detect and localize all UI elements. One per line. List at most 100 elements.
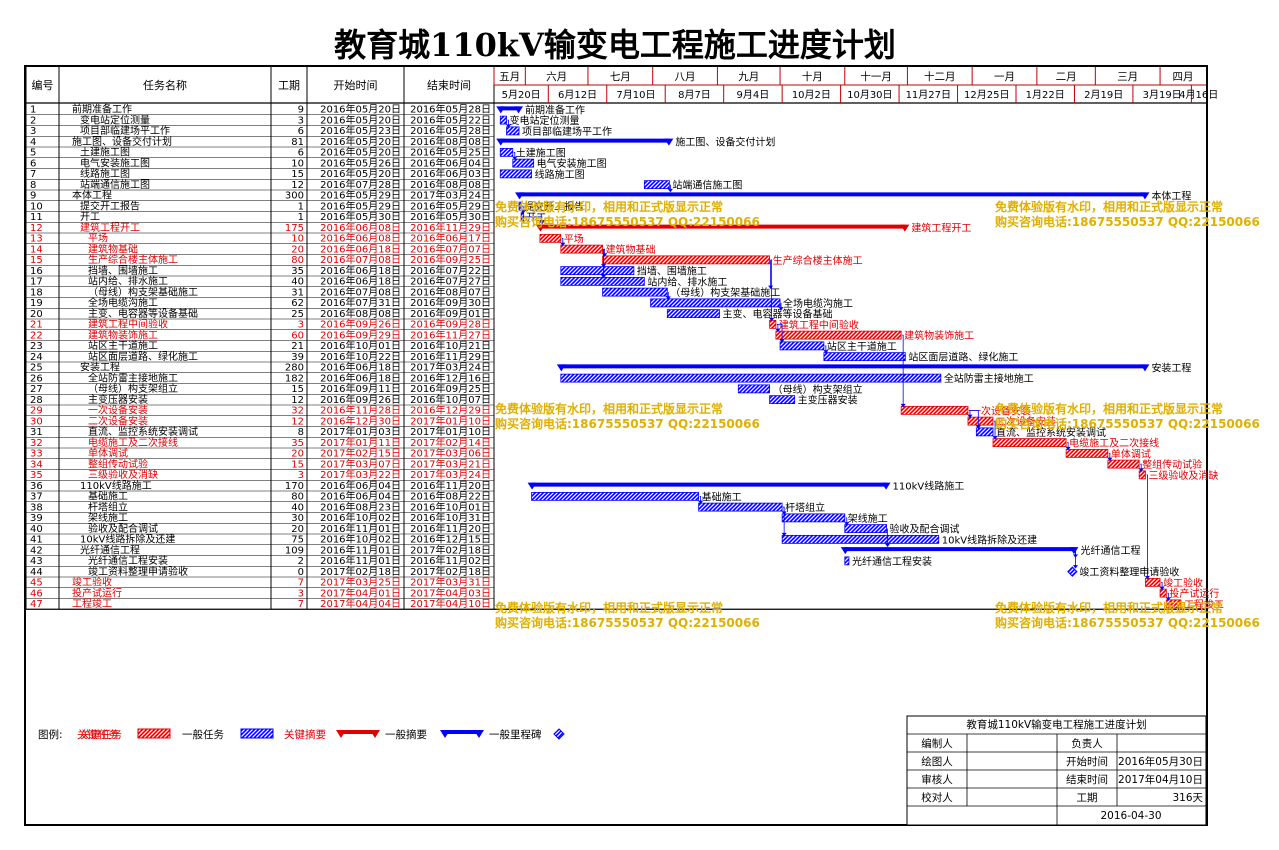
task-name: 平场	[88, 232, 108, 245]
task-name: 验收及配合调试	[88, 522, 158, 535]
task-bar	[499, 169, 532, 179]
task-end: 2017年02月18日	[410, 543, 491, 556]
task-id: 17	[30, 277, 43, 288]
week-label: 12月25日	[964, 89, 1009, 101]
task-id: 19	[30, 298, 43, 309]
bar-label: 单体调试	[1111, 447, 1151, 460]
task-end: 2016年08月22日	[410, 490, 491, 503]
task-start: 2016年11月28日	[320, 404, 401, 417]
bar-label: 投产试运行	[1169, 587, 1219, 600]
task-name: 挡墙、围墙施工	[88, 264, 158, 277]
legend-label: 图例:	[38, 728, 63, 741]
task-duration: 62	[291, 298, 304, 309]
task-duration: 10	[291, 234, 304, 245]
bar-label: 站区面层道路、绿化施工	[908, 351, 1018, 364]
bar-label: 站内给、排水施工	[647, 275, 727, 288]
task-start: 2016年06月04日	[320, 490, 401, 503]
task-bar	[769, 319, 777, 329]
task-duration: 21	[291, 341, 304, 352]
task-duration: 40	[291, 502, 304, 513]
task-end: 2017年03月06日	[410, 447, 491, 460]
dependency-arrow	[512, 156, 518, 161]
task-id: 34	[30, 459, 43, 470]
task-start: 2016年06月18日	[320, 361, 401, 374]
dependency-arrow	[1144, 575, 1150, 580]
bar-label: 前期准备工作	[525, 103, 585, 116]
task-bar	[560, 276, 645, 286]
infobox-cell: 2016年05月30日	[1118, 755, 1203, 768]
task-name: 站内给、排水施工	[88, 275, 168, 288]
watermark-line-1: 免费体验版有水印，相用和正式版显示正常	[995, 401, 1223, 416]
summary-bar	[500, 106, 520, 111]
task-start: 2016年05月20日	[320, 135, 401, 148]
task-duration: 40	[291, 277, 304, 288]
infobox-cell: 绘图人	[921, 755, 953, 768]
task-id: 18	[30, 287, 43, 298]
summary-cap-left	[556, 364, 566, 372]
task-name: 电气安装施工图	[80, 156, 150, 169]
watermark-line-1: 免费体验版有水印，相用和正式版显示正常	[495, 600, 723, 615]
task-id: 35	[30, 470, 43, 481]
week-label: 2月19日	[1084, 89, 1123, 101]
task-name: 架线施工	[88, 511, 128, 524]
task-duration: 80	[291, 255, 304, 266]
watermark-line-1: 免费体验版有水印，相用和正式版显示正常	[495, 199, 723, 214]
bar-label: 建筑物基础	[606, 243, 656, 256]
task-bar	[900, 405, 969, 415]
summary-cap-left	[496, 138, 506, 146]
legend-critical-task-label: 关键任务	[80, 728, 122, 741]
task-duration: 35	[291, 438, 304, 449]
task-id: 41	[30, 535, 43, 546]
chart-frame	[24, 65, 1208, 826]
task-id: 33	[30, 449, 43, 460]
task-bar	[992, 438, 1067, 448]
task-bar	[560, 244, 603, 254]
summary-bar	[560, 364, 1146, 369]
task-id: 47	[30, 599, 43, 610]
week-label: 5月20日	[502, 89, 541, 101]
bar-label: 三级验收及消缺	[1148, 469, 1218, 482]
task-duration: 15	[291, 169, 304, 180]
watermark-line-2: 购买咨询电话:18675550537 QQ:22150066	[995, 214, 1260, 229]
dependency-arrow	[665, 296, 671, 300]
task-bar	[781, 513, 846, 523]
watermark-line-1: 免费体验版有水印，相用和正式版显示正常	[995, 199, 1223, 214]
watermark-line-2: 购买咨询电话:18675550537 QQ:22150066	[495, 615, 760, 630]
task-bar	[844, 556, 850, 566]
task-bar	[1165, 599, 1182, 609]
task-start: 2017年03月07日	[320, 457, 401, 470]
dependency-arrow	[775, 328, 781, 333]
summary-cap-right	[900, 224, 910, 232]
dependency-arrow	[560, 242, 566, 247]
task-name: 施工图、设备交付计划	[72, 135, 172, 148]
bar-label: 线路施工图	[535, 168, 585, 181]
bar-label: 直流、监控系统安装调试	[996, 426, 1106, 439]
task-bar	[1159, 588, 1167, 598]
legend-normal-summary-cap	[474, 730, 484, 738]
bar-label: 验收及配合调试	[890, 523, 960, 536]
task-duration: 80	[291, 492, 304, 503]
week-label: 1月22日	[1026, 89, 1065, 101]
task-start: 2016年09月26日	[320, 393, 401, 406]
task-end: 2016年08月08日	[410, 178, 491, 191]
task-name: 光纤通信工程安装	[88, 554, 168, 567]
task-duration: 20	[291, 524, 304, 535]
task-name: 本体工程	[72, 189, 112, 202]
task-name: 竣工验收	[72, 576, 112, 589]
month-label: 一月	[994, 71, 1015, 83]
task-name: 建筑物基础	[88, 242, 138, 255]
task-end: 2016年10月21日	[410, 339, 491, 352]
task-id: 44	[30, 567, 43, 578]
bar-label: 光纤通信工程安装	[852, 555, 932, 568]
task-duration: 182	[285, 373, 304, 384]
infobox-cell: 审核人	[921, 773, 953, 786]
dependency-arrow	[1165, 597, 1171, 601]
dependency-arrow	[1065, 446, 1071, 451]
task-id: 3	[30, 126, 36, 137]
task-id: 29	[30, 406, 43, 417]
task-bar	[975, 427, 994, 437]
table-header-2: 工期	[278, 79, 300, 92]
task-start: 2016年07月08日	[320, 253, 401, 266]
task-id: 11	[30, 212, 43, 223]
task-duration: 60	[291, 330, 304, 341]
